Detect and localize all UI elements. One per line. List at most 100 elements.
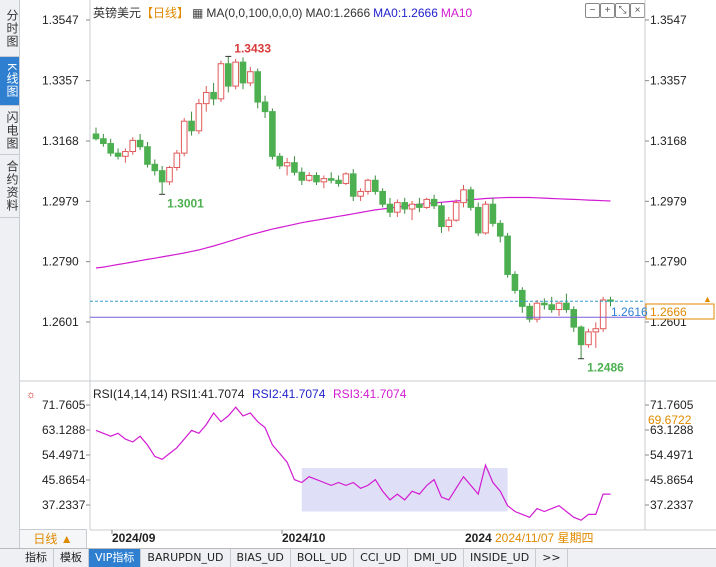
sidebar: 分时图 K线图 闪电图 合约资料: [0, 0, 20, 548]
rsi-tick-right: 63.1288: [650, 423, 694, 437]
candle-body: [592, 328, 600, 333]
current-price-box: [645, 303, 715, 320]
candle-body: [357, 190, 364, 197]
instrument-name: 英镑美元: [93, 6, 142, 20]
chart-icon[interactable]: ▦: [192, 6, 204, 20]
tab-timeshare[interactable]: 分时图: [0, 0, 19, 57]
candle-body: [232, 61, 239, 87]
indicator-tab-7[interactable]: DMI_UD: [408, 549, 465, 567]
candle-body: [563, 302, 570, 311]
candle-body: [335, 179, 342, 184]
candle-body: [114, 152, 122, 157]
candle-body: [210, 91, 217, 100]
rsi1-value: RSI1:41.7074: [171, 387, 245, 401]
candle-body: [180, 120, 188, 154]
candle-body: [467, 189, 475, 208]
candle-body: [342, 173, 350, 184]
candle-body: [151, 163, 159, 172]
rsi-tick-left: 71.7605: [42, 398, 86, 412]
period-tag: 【日线】: [141, 6, 190, 20]
price-tick-right: 1.3357: [650, 74, 687, 88]
time-label-sep: 2024/09: [112, 531, 156, 545]
low-annotation-1: 1.3001: [167, 196, 204, 210]
candle-body: [92, 133, 100, 140]
minus-icon[interactable]: −: [585, 3, 600, 18]
price-tick-right: 1.2790: [650, 255, 687, 269]
candle-body: [438, 205, 445, 228]
rsi-tick-left: 54.4971: [42, 448, 86, 462]
indicator-tab-2[interactable]: VIP指标: [89, 549, 142, 567]
indicator-tab-4[interactable]: BIAS_UD: [231, 549, 291, 567]
candle-body: [394, 202, 401, 213]
indicator-tab-8[interactable]: INSIDE_UD: [464, 549, 537, 567]
candle-body: [291, 162, 298, 173]
close-icon[interactable]: ×: [630, 3, 645, 18]
candle-body: [541, 302, 548, 306]
rsi-tick-right: 54.4971: [650, 448, 694, 462]
candle-body: [261, 101, 269, 113]
candle-body: [511, 273, 519, 291]
bottom-left-spacer: [0, 548, 19, 567]
candle-body: [519, 289, 526, 307]
candle-body: [276, 155, 284, 167]
candle-body: [122, 151, 129, 157]
chart-area: 1.3547 1.3547 1.3357 1.3357 1.3168 1.3168 1.29…: [19, 0, 716, 545]
candle-body: [423, 198, 431, 208]
current-price-label: 1.2666: [650, 305, 687, 319]
ma100-line: [95, 196, 611, 269]
candle-body: [239, 61, 247, 84]
candle-body: [195, 103, 203, 132]
candle-body: [482, 203, 489, 234]
time-label-oct: 2024/10: [282, 531, 326, 545]
candle-body: [173, 152, 181, 168]
tab-kline[interactable]: K线图: [0, 57, 19, 106]
ma0-b: MA0:1.2666: [373, 6, 438, 20]
rsi3-value: RSI3:41.7074: [333, 387, 407, 401]
ma0-a: MA0:1.2666: [305, 6, 371, 20]
cursor-price-label: 1.2616: [611, 305, 648, 319]
candle-body: [313, 174, 320, 183]
period-button[interactable]: 日线 ▲: [19, 529, 87, 549]
candle-body: [460, 189, 467, 204]
low-annotation-2: 1.2486: [587, 361, 624, 375]
indicator-tab-9[interactable]: >>: [536, 549, 568, 567]
rsi-tick-left: 45.8654: [42, 473, 86, 487]
indicator-tab-3[interactable]: BARUPDN_UD: [141, 549, 231, 567]
plus-icon[interactable]: +: [600, 3, 615, 18]
candle-body: [247, 71, 254, 84]
price-tick-left: 1.3168: [42, 134, 79, 148]
rsi-settings-icon[interactable]: ☼: [26, 389, 36, 401]
candle-body: [599, 299, 607, 330]
candle-body: [269, 111, 276, 157]
zoom-out-icon[interactable]: ⤡: [615, 3, 630, 18]
rsi-current-label: 69.6722: [648, 413, 692, 427]
candle-body: [379, 190, 386, 205]
price-tick-right: 1.3168: [650, 134, 687, 148]
candle-body: [526, 305, 533, 320]
tab-flash[interactable]: 闪电图: [0, 106, 19, 155]
rsi2-value: RSI2:41.7074: [252, 387, 326, 401]
indicator-tab-5[interactable]: BOLL_UD: [291, 549, 355, 567]
rsi-settings[interactable]: RSI(14,14,14): [93, 387, 168, 401]
candle-body: [489, 203, 497, 224]
rsi-tick-right: 71.7605: [650, 398, 694, 412]
candle-body: [158, 170, 166, 183]
candle-body: [401, 202, 408, 210]
candle-body: [107, 143, 115, 154]
candle-body: [298, 171, 306, 181]
tab-contract-info[interactable]: 合约资料: [0, 155, 19, 218]
indicator-tab-1[interactable]: 模板: [54, 549, 89, 567]
candle-body: [225, 63, 232, 87]
chart-header: 英镑美元【日线】 ▦ MA(0,0,100,0,0,0) MA0:1.2666 MA0:…: [93, 4, 475, 21]
candle-body: [445, 219, 453, 228]
candle-body: [129, 139, 137, 153]
candle-body: [166, 166, 173, 183]
indicator-tab-0[interactable]: 指标: [19, 549, 54, 567]
high-annotation: 1.3433: [234, 41, 271, 55]
ma-settings[interactable]: MA(0,0,100,0,0,0): [206, 6, 303, 20]
price-tick-left: 1.3547: [42, 13, 79, 27]
candle-body: [570, 309, 578, 328]
indicator-tab-6[interactable]: CCI_UD: [354, 549, 408, 567]
candle-body: [144, 146, 151, 165]
candle-body: [320, 178, 328, 183]
